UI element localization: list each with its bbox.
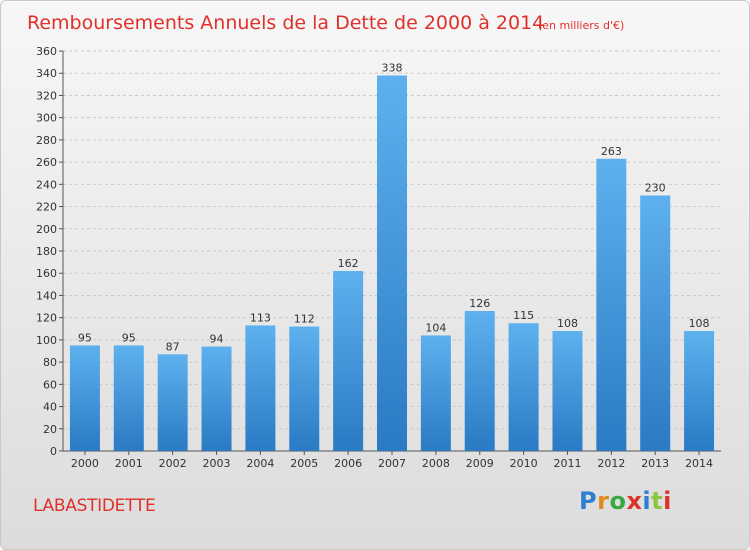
bar	[464, 311, 495, 451]
bar	[333, 271, 364, 451]
bar	[596, 158, 627, 451]
y-tick-label: 60	[43, 378, 57, 391]
y-tick-label: 120	[36, 312, 57, 325]
logo-letter: i	[663, 487, 672, 515]
x-tick-label: 2013	[641, 457, 669, 470]
x-tick-label: 2010	[510, 457, 538, 470]
y-tick-label: 340	[36, 67, 57, 80]
bar	[201, 346, 232, 451]
bar	[69, 345, 100, 451]
chart-subtitle: (en milliers d'€)	[538, 19, 624, 32]
y-tick-label: 180	[36, 245, 57, 258]
bar	[157, 354, 188, 451]
bar	[420, 335, 451, 451]
y-tick-label: 100	[36, 334, 57, 347]
value-label: 162	[338, 257, 359, 270]
value-label: 87	[166, 340, 180, 353]
bar	[113, 345, 144, 451]
place-name: LABASTIDETTE	[33, 496, 156, 516]
value-labels: 95 95 87 94 113 112 162 338 104 126 115 108 263 230 10…	[78, 61, 710, 353]
bars	[69, 75, 715, 451]
x-tick-label: 2003	[203, 457, 231, 470]
y-tick-label: 140	[36, 289, 57, 302]
x-tick-label: 2008	[422, 457, 450, 470]
chart-title: Remboursements Annuels de la Dette de 20…	[27, 12, 544, 34]
logo-letter: t	[651, 487, 664, 515]
y-tick-label: 360	[36, 45, 57, 58]
x-tick-label: 2009	[466, 457, 494, 470]
logo-letter: r	[597, 487, 610, 515]
value-label: 113	[250, 311, 271, 324]
bar	[552, 331, 583, 451]
y-tick-label: 320	[36, 89, 57, 102]
y-tick-label: 20	[43, 423, 57, 436]
y-tick-label: 160	[36, 267, 57, 280]
y-tick-label: 300	[36, 112, 57, 125]
x-tick-label: 2014	[685, 457, 713, 470]
value-label: 230	[645, 181, 666, 194]
y-tick-label: 80	[43, 356, 57, 369]
value-label: 126	[469, 297, 490, 310]
y-tick-label: 220	[36, 201, 57, 214]
x-tick-label: 2004	[246, 457, 274, 470]
logo-letter: o	[609, 487, 627, 515]
bar	[245, 325, 276, 451]
proxiti-logo: Proxiti	[579, 487, 672, 515]
y-tick-label: 200	[36, 223, 57, 236]
x-tick-label: 2001	[115, 457, 143, 470]
y-tick-label: 280	[36, 134, 57, 147]
bar	[640, 195, 671, 451]
bar	[684, 331, 715, 451]
logo-letter: P	[579, 487, 598, 515]
value-label: 94	[210, 333, 224, 346]
x-tick-label: 2012	[597, 457, 625, 470]
x-tick-label: 2002	[159, 457, 187, 470]
y-tick-label: 40	[43, 401, 57, 414]
value-label: 115	[513, 309, 534, 322]
bar	[377, 75, 407, 451]
logo-letter: x	[626, 487, 643, 515]
x-tick-label: 2007	[378, 457, 406, 470]
x-tick-label: 2011	[553, 457, 581, 470]
y-tick-label: 260	[36, 156, 57, 169]
value-label: 95	[78, 331, 92, 344]
axes: 0 20 40 60 80 100 120 140 160 180 200 220 240 260 280 3…	[36, 45, 721, 470]
value-label: 263	[601, 145, 622, 158]
x-tick-label: 2006	[334, 457, 362, 470]
y-tick-label: 240	[36, 178, 57, 191]
value-label: 104	[425, 321, 446, 334]
value-label: 108	[689, 317, 710, 330]
bar	[508, 323, 539, 451]
x-tick-label: 2005	[290, 457, 318, 470]
value-label: 112	[294, 313, 315, 326]
y-tick-label: 0	[50, 445, 57, 458]
value-label: 95	[122, 331, 136, 344]
value-label: 338	[382, 61, 403, 74]
bar	[289, 326, 320, 451]
value-label: 108	[557, 317, 578, 330]
x-tick-label: 2000	[71, 457, 99, 470]
logo-letter: i	[642, 487, 652, 515]
